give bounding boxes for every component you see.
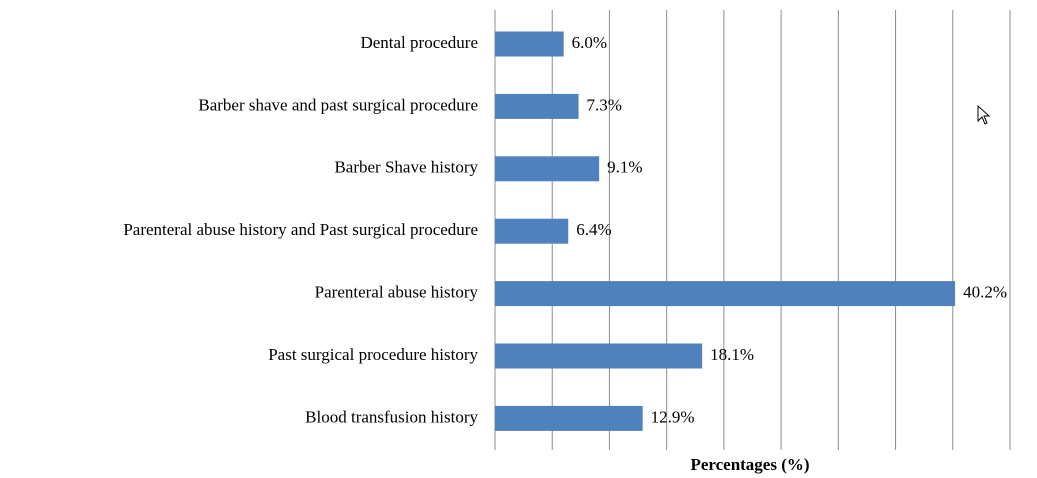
value-label: 9.1% — [607, 158, 642, 177]
bar — [495, 218, 569, 244]
y-tick-label: Dental procedure — [360, 33, 478, 52]
cursor — [977, 104, 991, 125]
y-tick-label: Barber Shave history — [334, 158, 478, 177]
bar — [495, 281, 956, 307]
y-tick-label: Past surgical procedure history — [268, 345, 478, 364]
y-tick-label: Barber shave and past surgical procedure — [198, 95, 478, 114]
value-label: 6.0% — [572, 33, 607, 52]
bar — [495, 31, 564, 57]
value-label: 40.2% — [963, 283, 1007, 302]
bar — [495, 156, 600, 182]
bar — [495, 343, 703, 369]
value-label: 6.4% — [576, 220, 611, 239]
y-tick-label: Parenteral abuse history — [315, 283, 479, 302]
y-tick-label: Blood transfusion history — [305, 407, 478, 426]
y-tick-label: Parenteral abuse history and Past surgic… — [123, 220, 478, 239]
bar — [495, 93, 579, 119]
value-label: 7.3% — [587, 95, 622, 114]
x-axis-title: Percentages (%) — [690, 455, 809, 474]
value-label: 12.9% — [651, 407, 695, 426]
value-label: 18.1% — [710, 345, 754, 364]
bar — [495, 405, 643, 431]
